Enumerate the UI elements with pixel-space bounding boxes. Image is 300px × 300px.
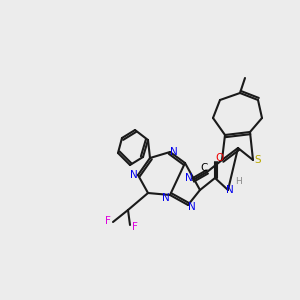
Text: N: N — [130, 170, 138, 180]
Text: S: S — [255, 155, 261, 165]
Text: O: O — [215, 153, 223, 163]
Text: H: H — [235, 178, 242, 187]
Text: F: F — [105, 216, 111, 226]
Text: F: F — [132, 222, 138, 232]
Text: N: N — [185, 173, 193, 183]
Text: N: N — [162, 193, 170, 203]
Text: N: N — [226, 185, 234, 195]
Text: C: C — [200, 163, 208, 173]
Text: N: N — [188, 202, 196, 212]
Text: N: N — [170, 147, 178, 157]
